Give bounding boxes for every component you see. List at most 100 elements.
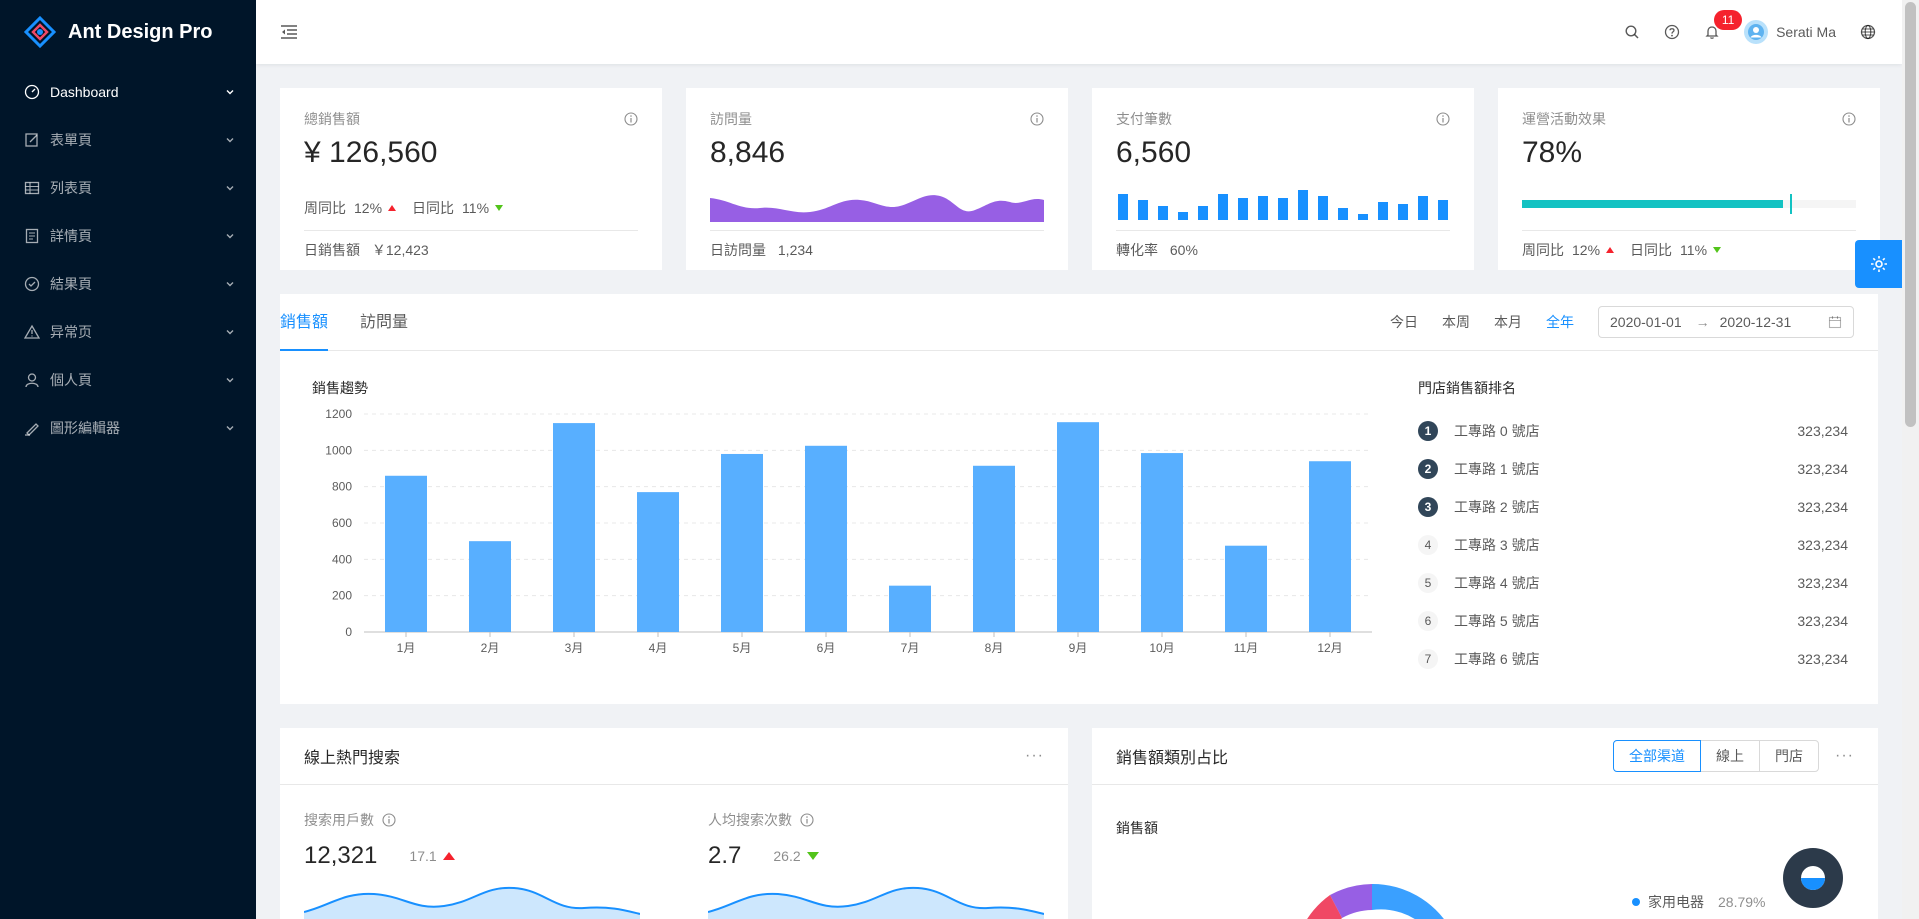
mini-label: 搜索用戶數 — [304, 812, 374, 828]
mini-label-row: 人均搜索次數 — [708, 810, 1044, 830]
date-end[interactable]: 2020-12-31 — [1719, 314, 1792, 330]
search-users-stat: 搜索用戶數 12,321 17.1 — [304, 810, 640, 919]
channel-radio-group: 全部渠道 線上 門店 — [1613, 740, 1820, 772]
trend-day: 日同比 11% — [1630, 240, 1722, 260]
range-month[interactable]: 本月 — [1494, 314, 1522, 330]
info-circle-icon[interactable] — [800, 813, 814, 827]
trend-week: 周同比 12% — [304, 198, 397, 218]
caret-down-icon — [806, 852, 819, 860]
sidebar-item-exception[interactable]: 异常页 — [0, 312, 256, 352]
more-icon[interactable]: ··· — [1835, 747, 1854, 764]
language-selector[interactable] — [1848, 0, 1888, 64]
caret-up-icon — [388, 205, 397, 211]
sidebar-item-label: 异常页 — [50, 324, 92, 340]
bar[interactable] — [1141, 453, 1183, 632]
channel-stores-button[interactable]: 門店 — [1759, 740, 1820, 772]
chevron-down-icon — [226, 186, 234, 191]
channel-online-button[interactable]: 線上 — [1700, 740, 1761, 772]
more-icon[interactable]: ··· — [1025, 747, 1044, 764]
stat-title: 訪問量 — [710, 111, 752, 127]
store-value: 323,234 — [1797, 423, 1848, 439]
list-item: 1 工專路 0 號店 323,234 — [1418, 412, 1848, 450]
arrow-right-icon: → — [1695, 314, 1710, 330]
sales-tabs: 銷售額 訪問量 今日 本周 本月 全年 2020-01-01 → 2020-12… — [280, 294, 1878, 351]
stat-value: 78% — [1522, 136, 1583, 169]
caret-up-icon — [1606, 247, 1615, 253]
profile-icon — [25, 228, 39, 244]
tab-sales[interactable]: 銷售額 — [280, 294, 329, 351]
sidebar-item-account[interactable]: 個人頁 — [0, 360, 256, 400]
chevron-down-icon — [226, 90, 234, 95]
stat-title-row: 運營活動效果 — [1522, 108, 1856, 130]
list-item: 3 工專路 2 號店 323,234 — [1418, 488, 1848, 526]
stat-card-total-sales: 總銷售額 ¥ 126,560 周同比 12% 日同比 11% 日銷售額 ￥12,42… — [280, 88, 662, 270]
bar[interactable] — [889, 585, 931, 632]
bar[interactable] — [1225, 545, 1267, 632]
stat-footer: 日訪問量 1,234 — [710, 230, 1044, 260]
sidebar-item-result[interactable]: 結果頁 — [0, 264, 256, 304]
bar[interactable] — [1057, 422, 1099, 632]
tab-visits[interactable]: 訪問量 — [360, 313, 409, 331]
sales-extra: 今日 本周 本月 全年 2020-01-01 → 2020-12-31 — [1366, 306, 1854, 338]
bar[interactable] — [721, 453, 763, 632]
footer-value: 60% — [1169, 242, 1198, 258]
date-start[interactable]: 2020-01-01 — [1610, 314, 1682, 330]
notification-button[interactable]: 11 — [1692, 0, 1743, 64]
bar[interactable] — [637, 492, 679, 632]
channel-all-button[interactable]: 全部渠道 — [1613, 740, 1702, 772]
range-year[interactable]: 全年 — [1546, 314, 1574, 330]
mini-label: 人均搜索次數 — [708, 812, 792, 828]
page-scrollbar[interactable] — [1902, 0, 1919, 919]
sidebar-item-editor[interactable]: 圖形編輯器 — [0, 408, 256, 448]
caret-down-icon — [1713, 247, 1722, 253]
setting-drawer-button[interactable] — [1855, 240, 1903, 288]
sidebar-item-list[interactable]: 列表頁 — [0, 168, 256, 208]
list-item: 6 工專路 5 號店 323,234 — [1418, 602, 1848, 640]
trend-label: 周同比 — [304, 200, 346, 216]
sidebar-item-form[interactable]: 表單頁 — [0, 120, 256, 160]
info-circle-icon[interactable] — [382, 813, 396, 827]
menu-fold-icon[interactable] — [278, 21, 300, 43]
sales-card: 銷售額 訪問量 今日 本周 本月 全年 2020-01-01 → 2020-12… — [280, 294, 1878, 704]
range-today[interactable]: 今日 — [1390, 314, 1418, 330]
header-search-button[interactable] — [1612, 0, 1652, 64]
info-circle-icon[interactable] — [624, 112, 638, 126]
scroll-thumb[interactable] — [1905, 2, 1916, 427]
date-range-picker[interactable]: 2020-01-01 → 2020-12-31 — [1598, 306, 1854, 338]
info-circle-icon[interactable] — [1030, 112, 1044, 126]
logo[interactable]: Ant Design Pro — [0, 0, 256, 64]
footer-value: ￥12,423 — [371, 242, 429, 258]
sidebar-item-dashboard[interactable]: Dashboard — [0, 72, 256, 112]
rank-number: 4 — [1418, 535, 1438, 555]
x-tick-label: 9月 — [1069, 641, 1088, 655]
globe-icon — [1860, 24, 1876, 40]
help-button[interactable] — [1652, 0, 1692, 64]
sidebar-item-label: 列表頁 — [50, 180, 92, 196]
y-tick-label: 0 — [345, 625, 352, 639]
bar[interactable] — [385, 475, 427, 632]
bar[interactable] — [1309, 461, 1351, 632]
caret-down-icon — [495, 205, 504, 211]
info-circle-icon[interactable] — [1436, 112, 1450, 126]
bar[interactable] — [805, 445, 847, 632]
back-to-top-button[interactable] — [1783, 848, 1843, 908]
chevron-down-icon — [226, 282, 234, 287]
bar[interactable] — [973, 465, 1015, 632]
bar[interactable] — [469, 541, 511, 632]
visits-mini-area — [710, 176, 1044, 222]
range-week[interactable]: 本周 — [1442, 314, 1470, 330]
bar[interactable] — [553, 423, 595, 632]
change-value: 26.2 — [773, 848, 801, 864]
info-circle-icon[interactable] — [1842, 112, 1856, 126]
user-name: Serati Ma — [1776, 24, 1836, 40]
dashboard-icon — [24, 84, 40, 100]
trend-label: 日同比 — [1630, 242, 1673, 258]
legend-item: 家用电器 28.79% — [1632, 892, 1765, 912]
chart-title: 銷售趨勢 — [312, 380, 368, 396]
payments-bar-chart — [1118, 190, 1448, 220]
stat-footer: 日銷售額 ￥12,423 — [304, 230, 638, 260]
sidebar-item-profile[interactable]: 詳情頁 — [0, 216, 256, 256]
question-circle-icon — [1664, 24, 1680, 40]
notification-badge: 11 — [1714, 10, 1743, 30]
user-menu[interactable]: Serati Ma — [1732, 0, 1848, 64]
